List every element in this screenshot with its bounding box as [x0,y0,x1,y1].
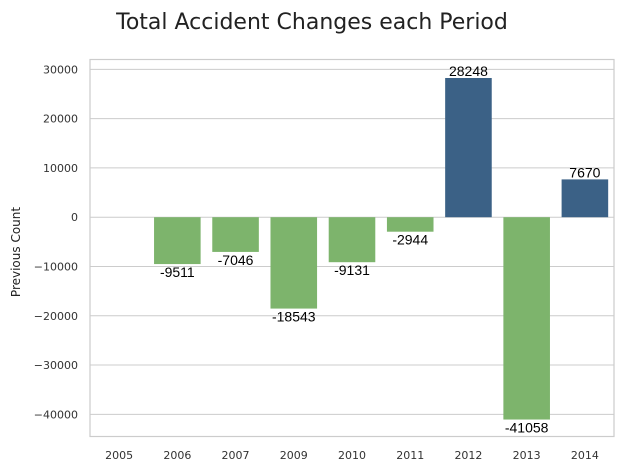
data-labels: -9511 -7046 -18543 -9131 -2944 28248 -41058 767… [160,63,601,436]
y-tick-label: −10000 [34,260,78,273]
x-tick-label: 2006 [163,449,191,462]
y-tick-labels: 30000 20000 10000 0 −10000 −20000 −30000 −40000 [34,63,78,421]
y-tick-label: 30000 [43,63,78,76]
data-label: -7046 [218,252,254,268]
data-label: -18543 [272,309,316,325]
y-tick-label: −40000 [34,408,78,421]
y-tick-label: 20000 [43,113,78,126]
y-tick-label: 10000 [43,162,78,175]
data-label: -2944 [392,232,428,248]
x-tick-label: 2007 [222,449,250,462]
bar-2010 [328,217,376,263]
bar-2006 [154,217,201,265]
y-tick-label: 0 [71,211,78,224]
data-label: -9511 [160,264,195,280]
bar-2009 [270,217,318,309]
x-tick-labels: 2005 2006 2007 2009 2010 2011 2012 2013 2014 [105,449,599,462]
y-axis-label: Previous Count [9,207,23,297]
data-label: 7670 [569,164,600,180]
bar-2012 [445,77,492,218]
bar-2007 [212,217,259,252]
x-tick-label: 2012 [454,449,482,462]
data-label: 28248 [449,63,488,79]
y-tick-label: −30000 [34,359,78,372]
plot-frame [89,58,615,438]
bar-2014 [561,179,609,218]
x-tick-label: 2014 [571,449,599,462]
x-tick-label: 2005 [105,449,133,462]
bar-2011 [386,217,434,232]
y-tick-label: −20000 [34,310,78,323]
x-tick-label: 2009 [280,449,308,462]
data-label: -41058 [505,420,549,436]
chart-title: Total Accident Changes each Period [115,10,508,35]
x-tick-label: 2010 [338,449,366,462]
x-tick-label: 2011 [396,449,424,462]
bars [154,77,609,420]
bar-2013 [503,217,550,420]
x-tick-label: 2013 [513,449,541,462]
data-label: -9131 [334,262,370,278]
